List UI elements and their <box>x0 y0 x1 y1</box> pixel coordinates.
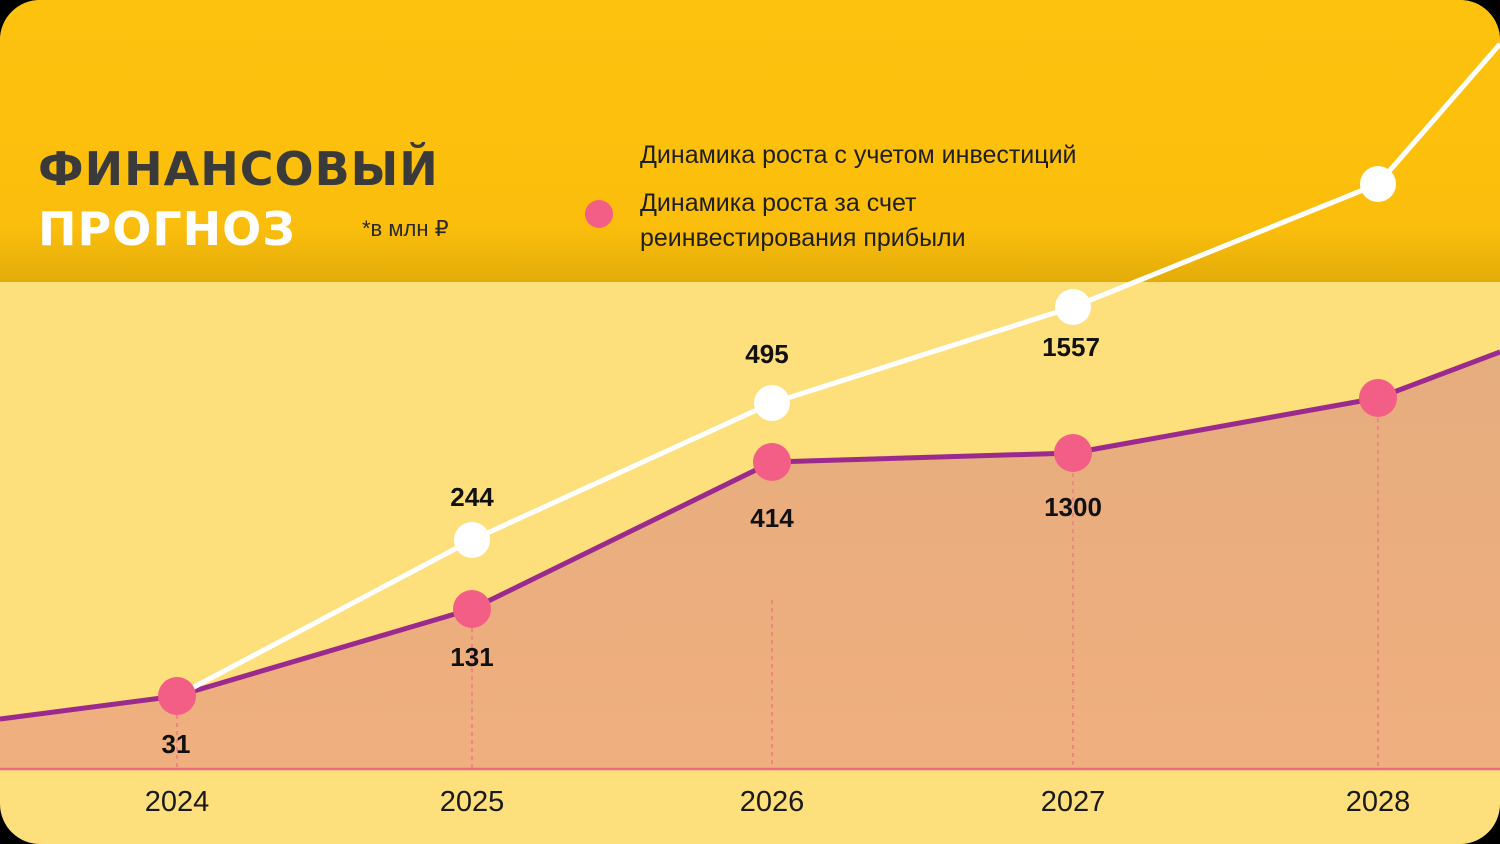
x-tick-label-2028: 2028 <box>1346 786 1411 818</box>
title-line-1: ФИНАНСОВЫЙ <box>38 142 439 196</box>
series-1-point-2026 <box>754 385 790 421</box>
series-1-point-2025 <box>454 522 490 558</box>
series-1-label-2027: 1557 <box>1042 332 1100 362</box>
series-2-point-2025 <box>453 590 491 628</box>
x-tick-label-2025: 2025 <box>440 786 505 818</box>
legend-series-2: Динамика роста за счет реинвестирования … <box>640 189 966 252</box>
label-layer: 244 495 1557 31 131 414 1300 2024 2025 2026 2027 20… <box>145 332 1411 818</box>
marker-layer <box>158 166 1397 715</box>
legend-series-1: Динамика роста с учетом инвестиций <box>640 141 1077 169</box>
series-2-point-2026 <box>753 443 791 481</box>
series-2-label-2024: 31 <box>162 729 191 759</box>
series-1-point-2028 <box>1360 166 1396 202</box>
series-1-point-2027 <box>1055 289 1091 325</box>
series-1-label-2025: 244 <box>450 482 494 512</box>
series-2-point-2028 <box>1359 379 1397 417</box>
area-layer <box>0 352 1500 769</box>
series-2-label-2025: 131 <box>450 642 493 672</box>
series-2-label-2027: 1300 <box>1044 492 1102 522</box>
series-1-label-2026: 495 <box>745 339 788 369</box>
legend-marker-series-2 <box>585 200 613 228</box>
unit-note: *в млн ₽ <box>362 216 449 241</box>
series-2-area <box>0 352 1500 769</box>
series-2-label-2026: 414 <box>750 503 794 533</box>
x-tick-label-2024: 2024 <box>145 786 210 818</box>
series-2-point-2024 <box>158 677 196 715</box>
series-1-line <box>175 42 1500 699</box>
x-tick-label-2027: 2027 <box>1041 786 1106 818</box>
x-tick-label-2026: 2026 <box>740 786 805 818</box>
drop-lines <box>176 418 1379 769</box>
series-2-point-2027 <box>1054 434 1092 472</box>
title-line-2: ПРОГНОЗ <box>38 202 296 256</box>
